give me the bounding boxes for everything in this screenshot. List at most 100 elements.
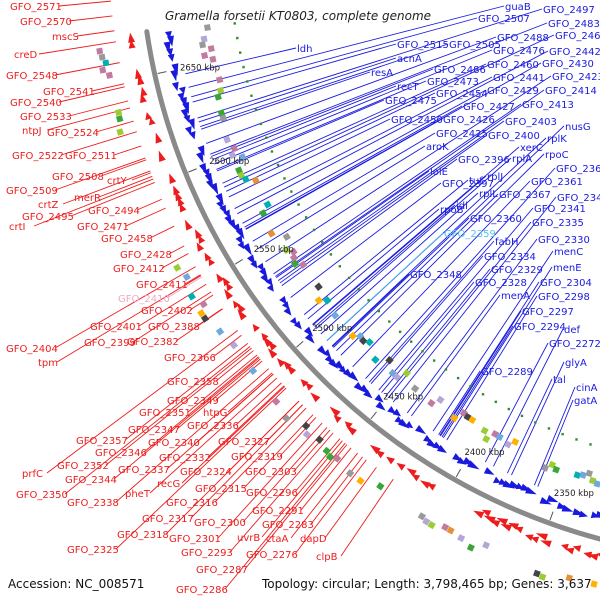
- label-connector-line: [212, 334, 242, 358]
- kbp-label: 2350 kbp: [554, 489, 594, 499]
- label-connector-line: [210, 22, 548, 155]
- gene-label-reverse: GFO_2283: [262, 520, 314, 531]
- gene-label-reverse: GFO_2303: [245, 467, 297, 478]
- minor-tick-mark: [421, 350, 424, 353]
- feature-block: [503, 440, 512, 449]
- label-connector-line: [46, 330, 239, 474]
- gene-label-reverse: GFO_2382: [127, 337, 179, 348]
- gene-label-forward: GFO_2430: [542, 59, 594, 70]
- gene-label-forward: cinA: [576, 383, 598, 394]
- forward-gene-arrow: [546, 494, 559, 503]
- reverse-gene-arrow: [515, 526, 524, 534]
- label-connector-line: [166, 373, 274, 470]
- gene-label-forward: GFO_2297: [522, 307, 574, 318]
- gene-label-reverse: GFO_2402: [141, 306, 193, 317]
- gene-label-reverse: GFO_2340: [148, 438, 200, 449]
- gene-label-forward: rplA: [512, 154, 532, 165]
- label-connector-line: [95, 120, 134, 133]
- reverse-gene-arrow: [481, 509, 492, 517]
- gene-label-reverse: GFO_2495: [22, 212, 74, 223]
- feature-block: [533, 569, 541, 578]
- label-connector-line: [484, 342, 549, 463]
- feature-block: [450, 413, 459, 423]
- label-connector-line: [187, 354, 258, 413]
- gene-label-forward: GFO_2414: [545, 86, 597, 97]
- label-connector-line: [228, 118, 391, 198]
- label-connector-line: [294, 438, 341, 493]
- label-connector-line: [273, 103, 522, 275]
- feature-block: [216, 86, 225, 95]
- gene-label-reverse: GFO_2533: [20, 112, 72, 123]
- forward-gene-arrow: [170, 69, 178, 82]
- gene-label-reverse: GFO_2293: [181, 548, 233, 559]
- gene-label-forward: nusG: [565, 122, 591, 133]
- gene-label-reverse: GFO_2508: [52, 172, 104, 183]
- minor-tick-mark: [329, 253, 333, 256]
- gene-label-reverse: GFO_2541: [43, 87, 95, 98]
- feature-block: [330, 311, 340, 320]
- gene-label-reverse: GFO_2300: [194, 518, 246, 529]
- reverse-gene-arrow: [525, 534, 534, 542]
- gene-label-forward: GFO_2505: [449, 40, 501, 51]
- forward-gene-arrow: [281, 301, 290, 310]
- gene-label-forward: GFO_2360: [470, 214, 522, 225]
- gene-label-forward: GFO_2483: [548, 19, 600, 30]
- feature-block: [115, 115, 124, 123]
- gene-label-reverse: uvrB: [237, 533, 260, 544]
- feature-block: [301, 421, 311, 431]
- minor-tick-mark: [494, 400, 498, 404]
- reverse-gene-arrow: [128, 32, 136, 43]
- label-connector-line: [234, 76, 493, 209]
- forward-gene-arrow: [187, 118, 195, 130]
- gene-label-reverse: GFO_2338: [67, 498, 119, 509]
- label-connector-line: [124, 343, 249, 441]
- gene-label-forward: GFO_2473: [427, 77, 479, 88]
- kbp-label: 2450 kbp: [383, 392, 423, 402]
- feature-block: [315, 435, 324, 444]
- gene-label-forward: fabH: [495, 237, 519, 248]
- reverse-gene-arrow: [268, 340, 277, 351]
- kbp-tick: [157, 71, 167, 75]
- forward-gene-arrow: [256, 262, 264, 272]
- gene-label-reverse: GFO_2327: [218, 437, 270, 448]
- forward-gene-arrow: [219, 204, 227, 215]
- label-connector-line: [257, 145, 426, 250]
- gene-label-reverse: GFO_2344: [65, 475, 117, 486]
- forward-gene-arrow: [196, 151, 204, 164]
- gene-label-forward: GFO_2342: [557, 193, 600, 204]
- feature-block: [105, 71, 113, 79]
- label-connector-line: [58, 0, 111, 7]
- forward-gene-arrow: [283, 306, 292, 316]
- forward-gene-arrow: [178, 86, 186, 95]
- label-connector-line: [143, 356, 259, 453]
- gene-label-reverse: creD: [14, 50, 38, 61]
- label-connector-line: [324, 466, 377, 539]
- gene-label-reverse: GFO_2318: [117, 530, 169, 541]
- label-connector-line: [206, 36, 497, 144]
- gene-label-reverse: GFO_2296: [246, 488, 298, 499]
- label-connector-line: [432, 250, 554, 432]
- forward-gene-arrow: [405, 420, 414, 429]
- gene-label-reverse: pheT: [125, 489, 151, 500]
- label-connector-line: [506, 378, 553, 474]
- forward-gene-arrow: [235, 235, 243, 245]
- reverse-gene-arrow: [237, 308, 247, 321]
- feature-block: [114, 108, 123, 117]
- label-connector-line: [168, 245, 185, 255]
- label-connector-line: [378, 207, 534, 391]
- forward-gene-arrow: [323, 349, 331, 357]
- feature-block: [482, 434, 491, 444]
- label-connector-line: [385, 268, 491, 397]
- kbp-tick: [188, 168, 197, 173]
- feature-block: [248, 366, 258, 375]
- feature-block: [376, 482, 385, 491]
- label-connector-line: [200, 71, 371, 130]
- label-connector-line: [275, 170, 430, 279]
- label-connector-line: [340, 478, 394, 557]
- gene-label-forward: GFO_2486: [434, 65, 486, 76]
- minor-tick-mark: [233, 22, 236, 25]
- gene-label-forward: GFO_2450: [391, 115, 443, 126]
- feature-block: [427, 520, 436, 530]
- label-connector-line: [115, 368, 270, 503]
- forward-gene-arrow: [483, 467, 495, 475]
